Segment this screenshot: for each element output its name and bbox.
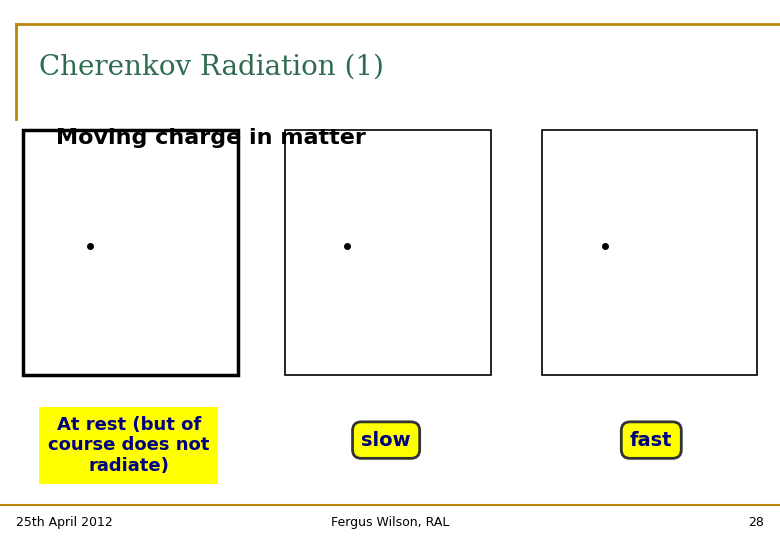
Text: slow: slow — [361, 430, 411, 450]
Text: fast: fast — [630, 430, 672, 450]
Text: At rest (but of
course does not
radiate): At rest (but of course does not radiate) — [48, 416, 209, 475]
FancyBboxPatch shape — [285, 130, 491, 375]
Text: 28: 28 — [749, 516, 764, 529]
FancyBboxPatch shape — [23, 130, 238, 375]
Text: 25th April 2012: 25th April 2012 — [16, 516, 112, 529]
FancyBboxPatch shape — [542, 130, 757, 375]
Text: Fergus Wilson, RAL: Fergus Wilson, RAL — [331, 516, 449, 529]
FancyBboxPatch shape — [27, 132, 43, 147]
Text: Moving charge in matter: Moving charge in matter — [56, 127, 366, 148]
Text: Cherenkov Radiation (1): Cherenkov Radiation (1) — [39, 54, 384, 81]
